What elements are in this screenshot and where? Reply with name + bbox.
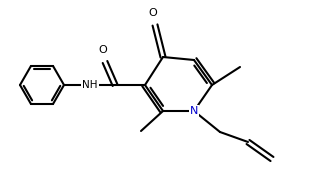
Text: NH: NH <box>82 80 98 90</box>
Text: N: N <box>190 106 198 116</box>
Text: O: O <box>99 45 107 55</box>
Text: O: O <box>149 8 157 18</box>
